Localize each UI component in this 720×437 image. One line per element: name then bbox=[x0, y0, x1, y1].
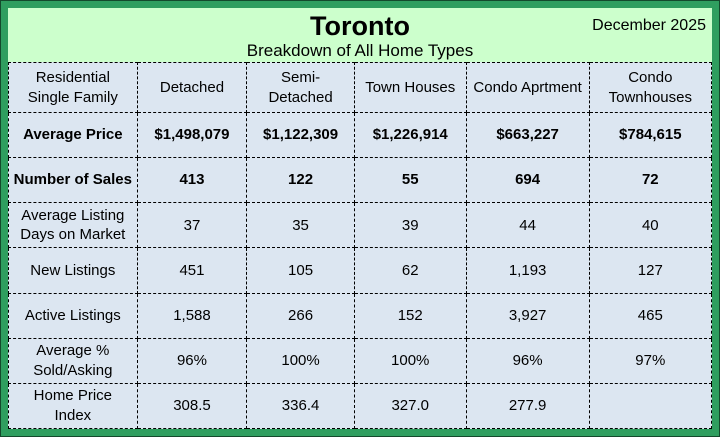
value-cell: $663,227 bbox=[465, 111, 590, 159]
row-label-cell: Home Price Index bbox=[8, 382, 138, 430]
value-cell: 105 bbox=[246, 247, 355, 294]
value-cell: 96% bbox=[465, 337, 590, 384]
table-body: Average Price $1,498,079 $1,122,309 $1,226,… bbox=[8, 111, 713, 430]
value-cell: 72 bbox=[588, 157, 713, 204]
value-cell: 336.4 bbox=[246, 382, 355, 430]
value-cell: 152 bbox=[353, 292, 467, 339]
value-cell: 122 bbox=[246, 157, 355, 204]
table-row: New Listings 451 105 62 1,193 127 bbox=[8, 247, 713, 294]
value-cell: 266 bbox=[246, 292, 355, 339]
corner-header-cell: Residential Single Family bbox=[8, 62, 138, 113]
column-header-cell: Detached bbox=[136, 62, 248, 113]
value-cell: 1,193 bbox=[465, 247, 590, 294]
value-cell: 97% bbox=[588, 337, 713, 384]
report-date: December 2025 bbox=[592, 17, 706, 34]
row-label-cell: Active Listings bbox=[8, 292, 138, 339]
value-cell: 413 bbox=[136, 157, 248, 204]
table-row: Home Price Index 308.5 336.4 327.0 277.9 bbox=[8, 382, 713, 430]
value-cell: 1,588 bbox=[136, 292, 248, 339]
value-cell: 451 bbox=[136, 247, 248, 294]
value-cell: 39 bbox=[353, 202, 467, 249]
value-cell: 96% bbox=[136, 337, 248, 384]
value-cell: $1,122,309 bbox=[246, 111, 355, 159]
value-cell: 100% bbox=[353, 337, 467, 384]
row-label-cell: New Listings bbox=[8, 247, 138, 294]
row-label-cell: Average Price bbox=[8, 111, 138, 159]
column-header-cell: Town Houses bbox=[353, 62, 467, 113]
value-cell: 100% bbox=[246, 337, 355, 384]
row-label-cell: Number of Sales bbox=[8, 157, 138, 204]
table-row: Average Price $1,498,079 $1,122,309 $1,226,… bbox=[8, 111, 713, 159]
row-label-cell: Average % Sold/Asking bbox=[8, 337, 138, 384]
table-row: Active Listings 1,588 266 152 3,927 465 bbox=[8, 292, 713, 339]
column-header-cell: Semi- Detached bbox=[246, 62, 355, 113]
page-title: Toronto bbox=[310, 11, 410, 41]
value-cell: $784,615 bbox=[588, 111, 713, 159]
value-cell: $1,498,079 bbox=[136, 111, 248, 159]
value-cell: 127 bbox=[588, 247, 713, 294]
value-cell: 44 bbox=[465, 202, 590, 249]
value-cell: 465 bbox=[588, 292, 713, 339]
value-cell: 3,927 bbox=[465, 292, 590, 339]
value-cell bbox=[588, 382, 713, 430]
home-types-table: Residential Single Family Detached Semi- D… bbox=[8, 62, 713, 430]
table-row: Number of Sales 413 122 55 694 72 bbox=[8, 157, 713, 204]
value-cell: 35 bbox=[246, 202, 355, 249]
value-cell: 277.9 bbox=[465, 382, 590, 430]
row-label-cell: Average Listing Days on Market bbox=[8, 202, 138, 249]
value-cell: 40 bbox=[588, 202, 713, 249]
value-cell: 694 bbox=[465, 157, 590, 204]
table-row: Average Listing Days on Market 37 35 39 44 40 bbox=[8, 202, 713, 249]
report-header: Toronto December 2025 Breakdown of All H… bbox=[8, 8, 712, 62]
value-cell: $1,226,914 bbox=[353, 111, 467, 159]
value-cell: 327.0 bbox=[353, 382, 467, 430]
value-cell: 55 bbox=[353, 157, 467, 204]
value-cell: 62 bbox=[353, 247, 467, 294]
table-row: Average % Sold/Asking 96% 100% 100% 96% 97% bbox=[8, 337, 713, 384]
column-header-cell: Condo Aprtment bbox=[465, 62, 590, 113]
value-cell: 308.5 bbox=[136, 382, 248, 430]
column-header-cell: Condo Townhouses bbox=[588, 62, 713, 113]
value-cell: 37 bbox=[136, 202, 248, 249]
report-subtitle: Breakdown of All Home Types bbox=[246, 41, 474, 60]
column-header-row: Residential Single Family Detached Semi- D… bbox=[8, 62, 713, 113]
